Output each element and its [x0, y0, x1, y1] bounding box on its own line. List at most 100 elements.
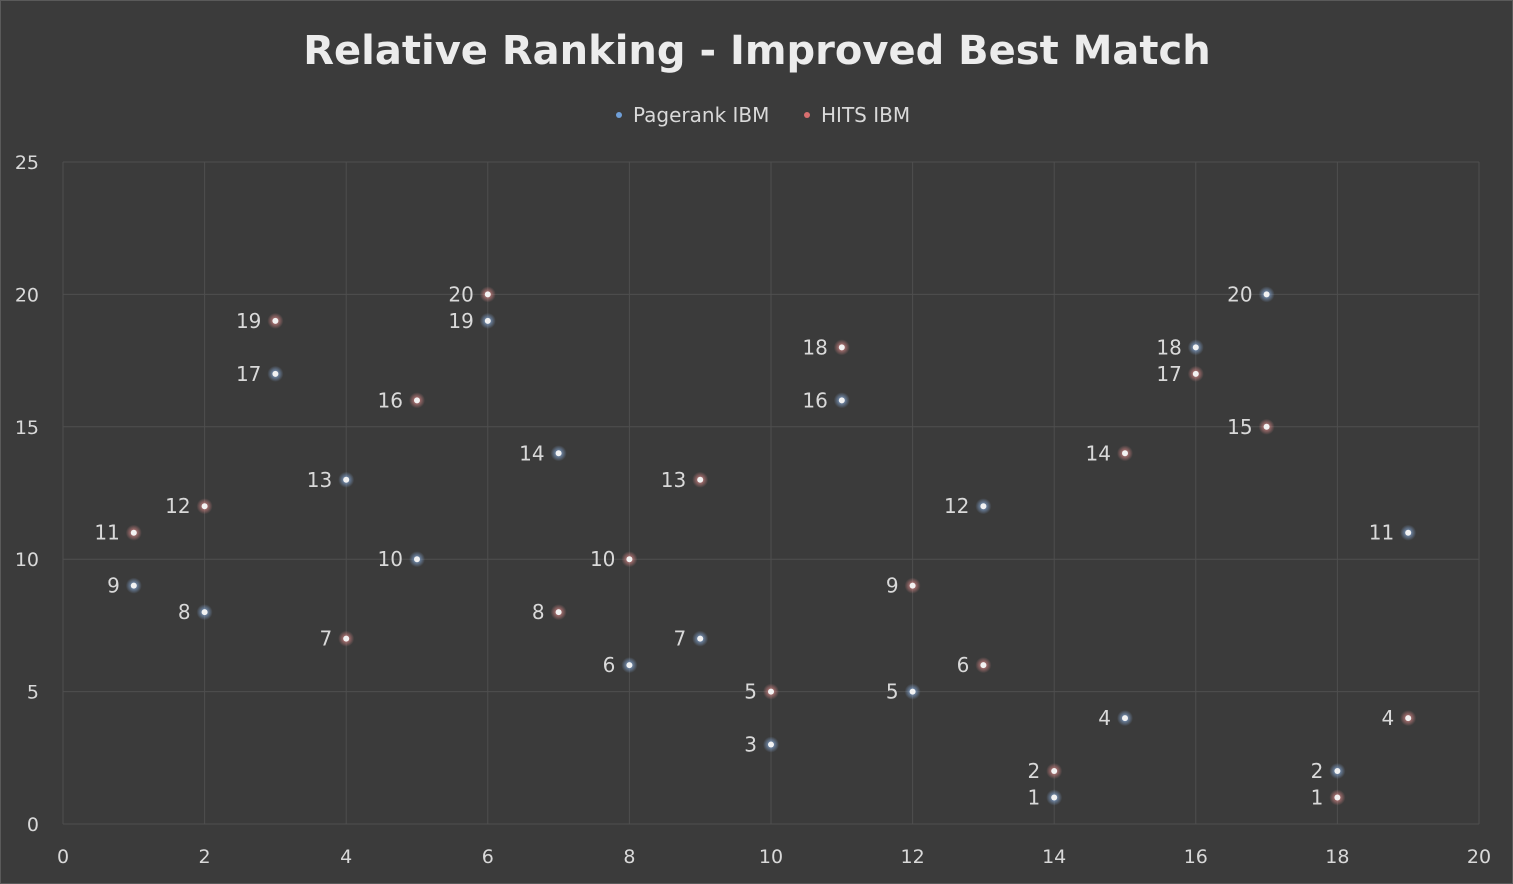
data-label: 19	[448, 309, 473, 333]
chart-title: Relative Ranking - Improved Best Match	[303, 28, 1210, 74]
data-label: 11	[94, 521, 119, 545]
data-point	[343, 476, 350, 483]
x-tick-label: 4	[340, 846, 352, 868]
y-tick-label: 20	[15, 284, 39, 306]
data-label: 18	[802, 335, 827, 359]
data-point	[130, 529, 137, 536]
data-label: 15	[1227, 415, 1252, 439]
x-tick-label: 20	[1467, 846, 1491, 868]
data-label: 4	[1098, 706, 1111, 730]
data-label: 14	[519, 441, 544, 465]
x-tick-label: 6	[482, 846, 494, 868]
data-point	[626, 662, 633, 669]
data-point	[1405, 529, 1412, 536]
data-point	[1334, 794, 1341, 801]
data-point	[980, 503, 987, 510]
data-label: 16	[802, 388, 827, 412]
data-label: 7	[319, 627, 332, 651]
data-point	[1051, 768, 1058, 775]
data-point	[838, 344, 845, 351]
data-point	[838, 397, 845, 404]
data-label: 16	[378, 388, 403, 412]
data-label: 1	[1027, 786, 1040, 810]
data-point	[909, 688, 916, 695]
data-point	[1122, 450, 1128, 457]
x-tick-label: 2	[199, 846, 211, 868]
data-point	[1405, 715, 1412, 722]
data-point	[555, 450, 562, 457]
data-label: 10	[590, 547, 615, 571]
data-label: 4	[1381, 706, 1394, 730]
legend-marker	[804, 112, 810, 118]
data-label: 6	[957, 653, 970, 677]
data-label: 17	[236, 362, 261, 386]
data-label: 18	[1156, 335, 1181, 359]
x-tick-label: 12	[901, 846, 925, 868]
y-tick-label: 15	[15, 417, 39, 439]
data-point	[201, 503, 208, 510]
data-label: 8	[532, 600, 545, 624]
data-point	[626, 556, 633, 563]
data-point	[1263, 423, 1270, 430]
data-point	[130, 582, 137, 589]
data-point	[272, 317, 279, 324]
data-point	[414, 556, 420, 563]
x-tick-label: 18	[1325, 846, 1349, 868]
data-label: 6	[603, 653, 616, 677]
data-label: 9	[886, 574, 899, 598]
data-point	[484, 291, 491, 298]
x-tick-label: 16	[1184, 846, 1208, 868]
data-point	[1192, 370, 1199, 377]
legend-entry-label: Pagerank IBM	[633, 103, 769, 127]
data-point	[414, 397, 420, 404]
data-point	[980, 662, 987, 669]
data-label: 13	[661, 468, 686, 492]
gridlines	[62, 161, 1480, 825]
data-label: 1	[1311, 786, 1324, 810]
x-tick-label: 8	[623, 846, 635, 868]
y-axis-ticks: 0 5 10 15 20 25	[15, 152, 39, 836]
data-point	[343, 635, 350, 642]
y-tick-label: 0	[27, 814, 39, 836]
data-label: 14	[1086, 441, 1111, 465]
data-label: 12	[165, 494, 190, 518]
data-label: 20	[1227, 282, 1252, 306]
data-point	[272, 370, 279, 377]
data-label: 12	[944, 494, 969, 518]
data-label: 10	[378, 547, 403, 571]
data-label: 2	[1311, 759, 1324, 783]
x-tick-label: 0	[57, 846, 69, 868]
legend: Pagerank IBM HITS IBM	[616, 103, 910, 127]
data-point	[484, 317, 491, 324]
data-label: 2	[1027, 759, 1040, 783]
data-label: 3	[744, 733, 757, 757]
data-point	[201, 609, 208, 616]
data-label: 5	[744, 680, 757, 704]
x-tick-label: 14	[1042, 846, 1066, 868]
data-point	[1051, 794, 1058, 801]
data-label: 5	[886, 680, 899, 704]
data-label: 17	[1156, 362, 1181, 386]
data-label: 11	[1369, 521, 1394, 545]
x-axis-ticks: 0 2 4 6 8 10 12 14 16 18 20	[57, 846, 1491, 868]
data-point	[1192, 344, 1199, 351]
legend-marker	[616, 112, 622, 118]
data-point	[1263, 291, 1270, 298]
y-tick-label: 5	[27, 682, 39, 704]
data-point	[1334, 768, 1341, 775]
data-point	[768, 688, 774, 695]
data-point	[909, 582, 916, 589]
y-tick-label: 10	[15, 549, 39, 571]
data-point	[555, 609, 562, 616]
data-label: 20	[448, 282, 473, 306]
x-tick-label: 10	[759, 846, 783, 868]
legend-entry-label: HITS IBM	[821, 103, 910, 127]
data-label: 7	[673, 627, 686, 651]
data-point	[768, 741, 774, 748]
data-label: 8	[178, 600, 191, 624]
data-point	[697, 476, 704, 483]
data-point	[697, 635, 704, 642]
data-points: 9817131019146731651214182021111121971620…	[94, 282, 1417, 810]
